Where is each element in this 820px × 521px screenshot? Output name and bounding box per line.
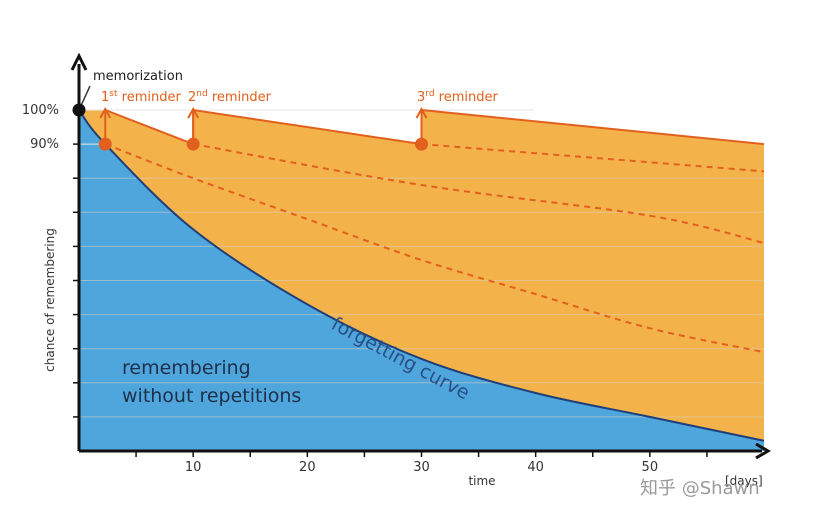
- remembering-without-repetitions-area: [79, 110, 764, 451]
- x-axis-unit: [days]: [725, 474, 763, 488]
- x-tick-label: 20: [299, 460, 316, 475]
- reminder-1-label: 1st reminder: [101, 89, 181, 105]
- x-tick-label: 40: [527, 460, 544, 475]
- chart-markers: [72, 85, 428, 151]
- x-tick-label: 10: [185, 460, 202, 475]
- memorization-label: memorization: [93, 69, 183, 84]
- reminder-2-arrowhead: [187, 106, 200, 119]
- reminder-1-dot: [98, 137, 112, 151]
- x-tick-label: 50: [642, 460, 659, 475]
- forgetting-curve-line: [78, 109, 765, 442]
- y-axis-arrowhead: [70, 52, 88, 71]
- reminder-3-label: 3rd reminder: [417, 89, 499, 105]
- memorization-dot: [72, 103, 86, 117]
- y-axis-title: chance of remembering: [43, 228, 57, 372]
- reminder-2-label: 2nd reminder: [188, 89, 272, 105]
- reminder-3-dot: [415, 137, 428, 151]
- x-tick-label: 30: [413, 460, 430, 475]
- decay-after-reminder-1-line: [104, 143, 765, 354]
- decay-after-reminder-3-line: [421, 143, 765, 173]
- reminder-envelope-line: [104, 108, 765, 146]
- without-repetitions-annotation-line1: remembering: [122, 357, 251, 379]
- without-repetitions-annotation-line2: without repetitions: [122, 385, 301, 407]
- reminder-1-arrowhead: [99, 106, 112, 119]
- chart-axes: 100% 90% 10 20 30 40 50: [22, 52, 771, 475]
- chart-lines: [78, 108, 765, 442]
- chart-gridlines: [79, 109, 764, 418]
- y-tick-label: 100%: [22, 103, 59, 118]
- reminder-2-dot: [186, 137, 200, 151]
- x-axis-arrowhead: [755, 442, 771, 460]
- watermark: 知乎 @Shawn: [640, 478, 760, 499]
- x-axis-title: time: [468, 474, 495, 488]
- y-tick-label: 90%: [30, 137, 59, 152]
- decay-after-reminder-2-line: [192, 143, 765, 244]
- reminder-3-arrowhead: [415, 106, 428, 119]
